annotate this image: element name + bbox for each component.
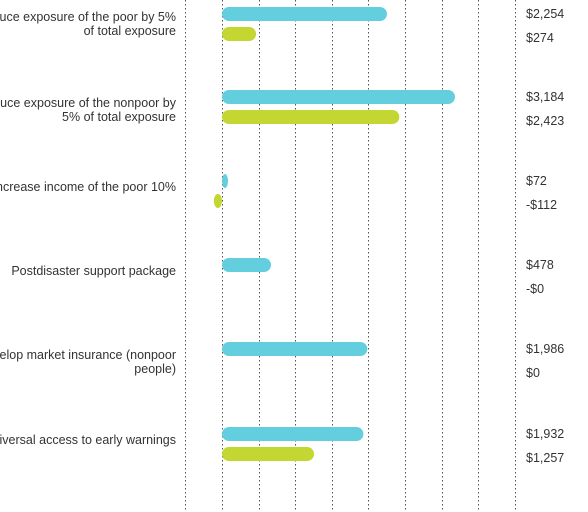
bar-blue <box>222 258 271 272</box>
value-label: -$112 <box>526 198 558 212</box>
bar-blue <box>222 342 368 356</box>
value-label: $1,932 <box>526 427 565 441</box>
category-label: Universal access to early warnings <box>0 433 176 447</box>
bar-blue <box>222 7 387 21</box>
category-label: Reduce exposure of the nonpoor by 5% of … <box>0 96 176 124</box>
gridlines <box>185 0 516 512</box>
category-label: Postdisaster support package <box>11 264 176 278</box>
bar-green <box>222 447 314 461</box>
bar-blue <box>222 90 455 104</box>
category-label: Develop market insurance (nonpoor people… <box>0 348 176 376</box>
bar-green <box>222 110 400 124</box>
category-label: Reduce exposure of the poor by 5% of tot… <box>0 10 176 38</box>
value-label: $0 <box>526 366 540 380</box>
value-label: $3,184 <box>526 90 565 104</box>
bar-green <box>222 27 257 41</box>
value-label: $1,257 <box>526 451 565 465</box>
category-label: Increase income of the poor 10% <box>0 180 176 194</box>
bar-blue <box>222 427 364 441</box>
value-label: $2,254 <box>526 7 565 21</box>
value-label: $478 <box>526 258 554 272</box>
bar-blue <box>222 174 228 188</box>
value-label: $1,986 <box>526 342 565 356</box>
bar-green <box>213 194 222 208</box>
value-label: $274 <box>526 31 554 45</box>
value-label: $72 <box>526 174 547 188</box>
bars <box>213 7 455 461</box>
value-label: $2,423 <box>526 114 565 128</box>
value-label: -$0 <box>526 282 545 296</box>
